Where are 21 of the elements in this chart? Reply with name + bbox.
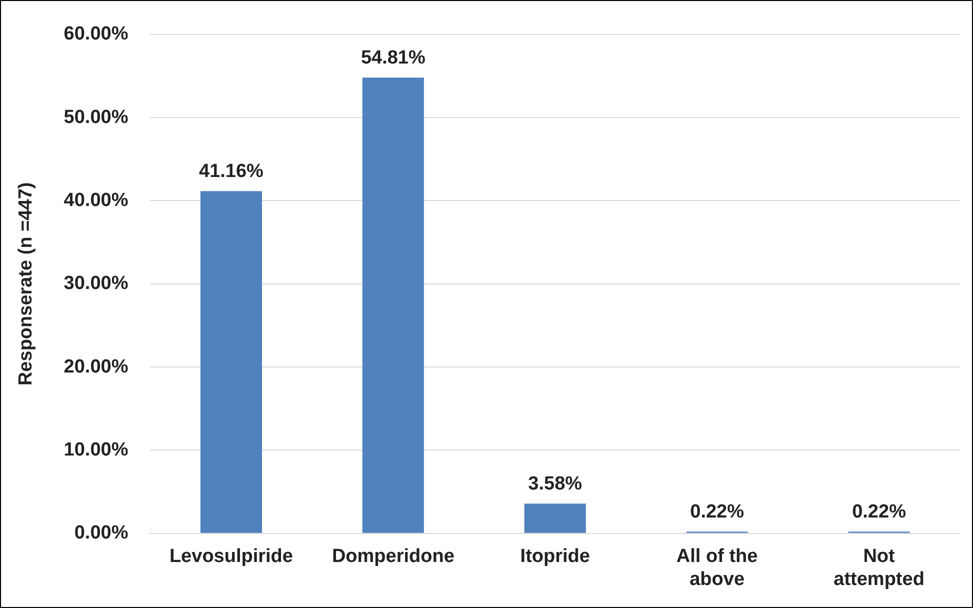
y-tick-label: 40.00%: [64, 190, 128, 211]
y-tick-label: 10.00%: [64, 439, 128, 460]
x-tick-label: Itopride: [520, 546, 590, 568]
data-label: 0.22%: [690, 501, 744, 522]
data-label: 0.22%: [852, 501, 906, 522]
y-tick-label: 60.00%: [64, 24, 128, 45]
data-label: 54.81%: [360, 47, 426, 68]
x-tick-label: All of the above: [676, 546, 758, 590]
y-tick-label: 0.00%: [74, 522, 128, 544]
bar: [524, 504, 586, 533]
y-tick-label: 30.00%: [64, 273, 128, 294]
data-label: 3.58%: [528, 473, 582, 494]
x-tick-label: Not attempted: [834, 546, 924, 590]
data-label: 41.16%: [198, 160, 264, 182]
x-tick-label: Domperidone: [332, 546, 454, 568]
y-tick-label: 20.00%: [64, 356, 128, 378]
y-axis-title: Responserate (n =447): [16, 182, 37, 386]
bar: [200, 191, 262, 533]
x-tick-label: Levosulpiride: [169, 546, 293, 568]
bar: [362, 78, 424, 533]
y-tick-label: 50.00%: [64, 106, 128, 128]
